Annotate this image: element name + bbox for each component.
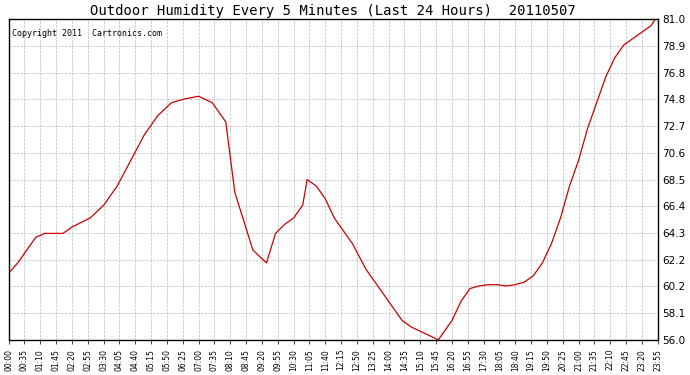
Text: Copyright 2011  Cartronics.com: Copyright 2011 Cartronics.com <box>12 29 162 38</box>
Title: Outdoor Humidity Every 5 Minutes (Last 24 Hours)  20110507: Outdoor Humidity Every 5 Minutes (Last 2… <box>90 4 576 18</box>
